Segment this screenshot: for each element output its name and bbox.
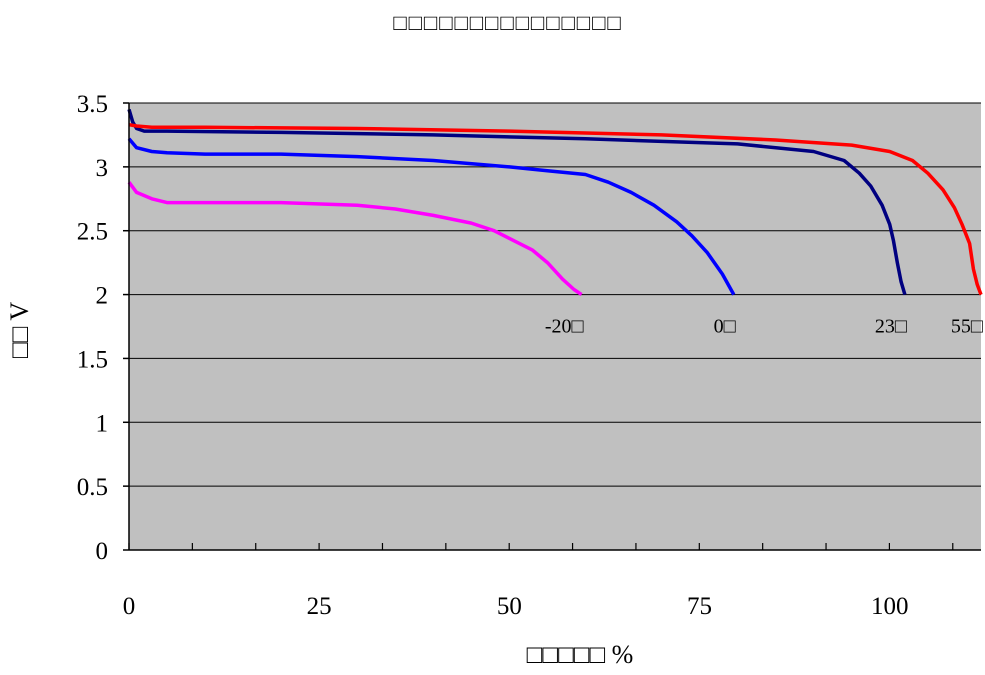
plot-area xyxy=(129,103,981,550)
x-axis-ticks: 0 25 50 75 100 xyxy=(123,543,954,620)
chart-title: □□□□□□□□□□□□□□□ xyxy=(393,10,622,35)
y-tick-label: 2 xyxy=(96,283,109,310)
y-axis-title-text: □□ V xyxy=(5,302,34,358)
y-tick-label: 0.5 xyxy=(77,474,108,501)
x-tick-label: 0 xyxy=(123,593,136,620)
chart-title-text: □□□□□□□□□□□□□□□ xyxy=(393,10,622,35)
series-line xyxy=(127,181,583,297)
x-axis-title-text: □□□□□ % xyxy=(527,640,634,669)
x-axis-title: □□□□□ % xyxy=(527,640,634,669)
x-tick-label: 75 xyxy=(687,593,712,620)
series-end-label: -20□ xyxy=(545,316,584,338)
y-tick-label: 3.5 xyxy=(77,91,108,118)
series-labels: -20□ 0□ 23□ 55□ xyxy=(545,316,983,338)
x-tick-label: 100 xyxy=(871,593,909,620)
y-axis-title: □□ V xyxy=(5,302,34,358)
y-tick-label: 1 xyxy=(96,410,109,437)
y-tick-label: 2.5 xyxy=(77,219,108,246)
series-end-label: 0□ xyxy=(714,316,736,338)
x-tick-label: 50 xyxy=(497,593,522,620)
y-tick-label: 0 xyxy=(96,538,109,565)
series-layer xyxy=(127,108,983,297)
series-end-label: 23□ xyxy=(875,316,907,338)
y-tick-label: 3 xyxy=(96,155,109,182)
series-end-label: 55□ xyxy=(951,316,983,338)
gridlines xyxy=(129,102,981,487)
y-tick-label: 1.5 xyxy=(77,346,108,373)
y-axis-ticks: 0 0.5 1 1.5 2 2.5 3 3.5 xyxy=(77,91,129,565)
x-tick-label: 25 xyxy=(307,593,332,620)
series-line xyxy=(128,122,983,296)
series-line xyxy=(127,137,736,296)
series-line xyxy=(127,108,907,296)
